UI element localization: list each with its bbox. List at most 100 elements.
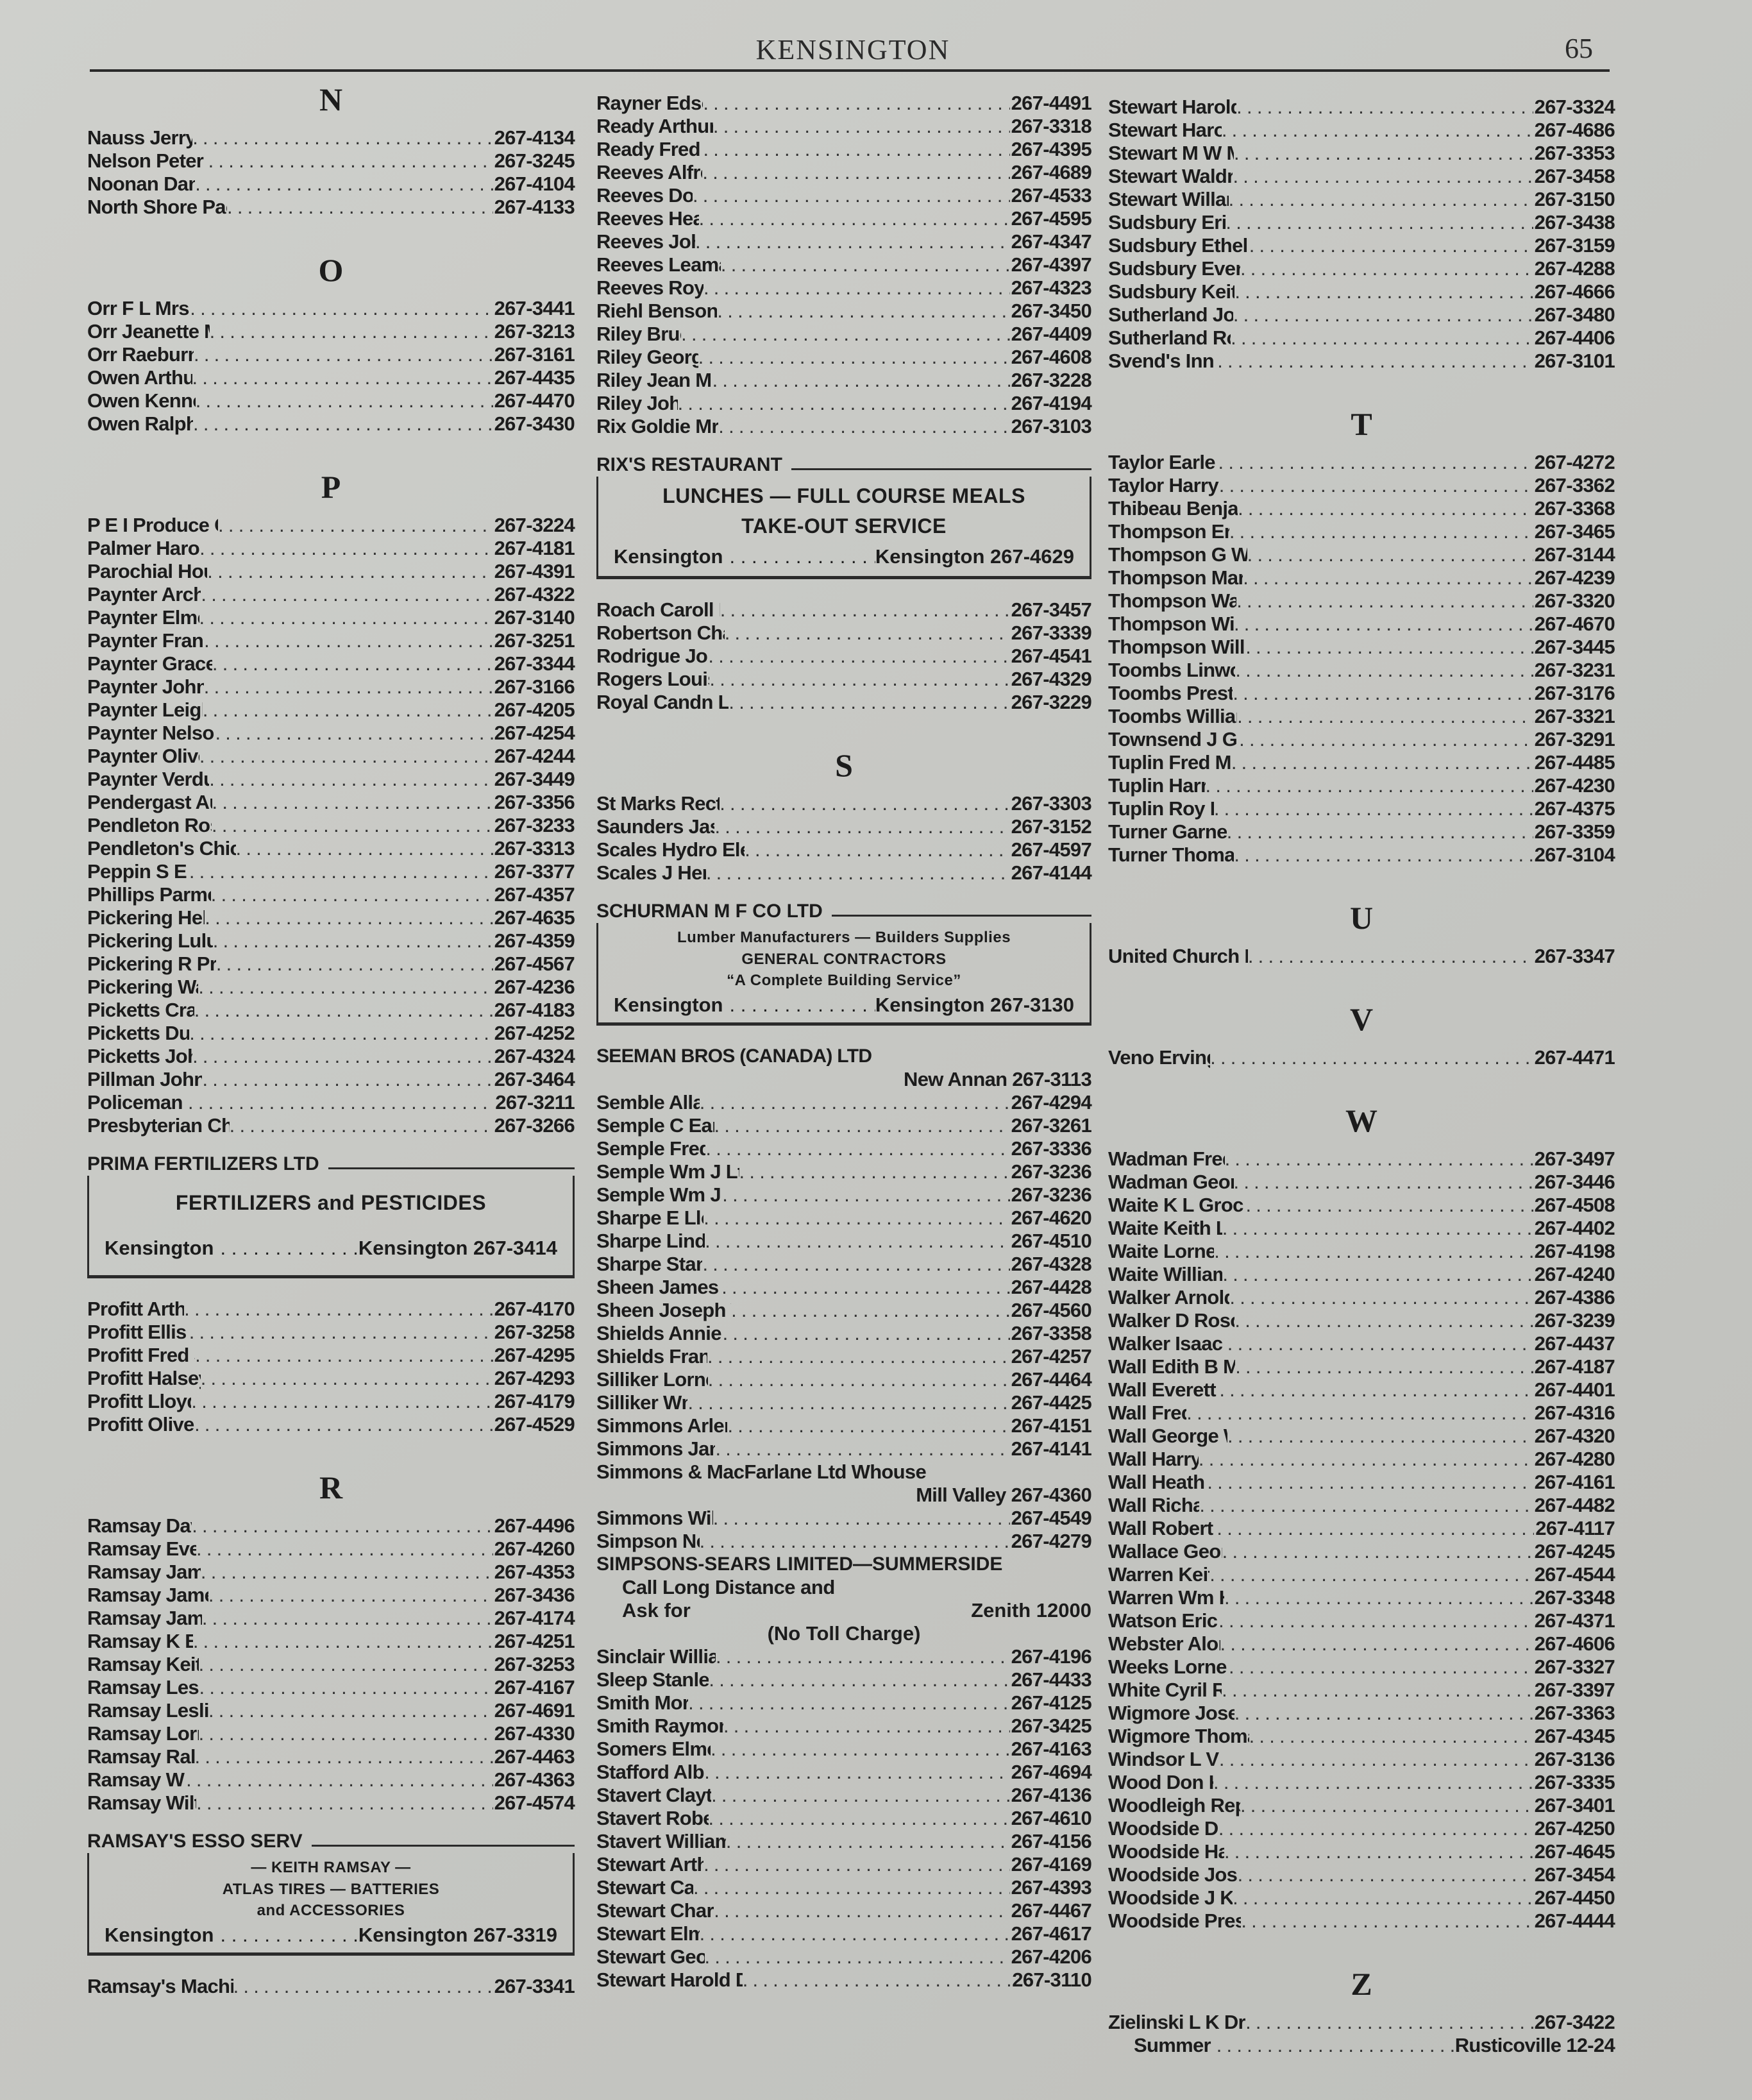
dot-leader xyxy=(703,1207,1009,1230)
listing-entry: Profitt Fred Spring Valley 267-4295 xyxy=(87,1344,575,1367)
dot-leader xyxy=(1226,211,1533,234)
dot-leader xyxy=(196,389,493,412)
dot-leader xyxy=(1236,589,1533,613)
dot-leader xyxy=(195,1344,493,1367)
listing-entry: Sudsbury Eric Kensington 267-3438 xyxy=(1108,211,1615,234)
listing-entry: Noonan Dan Indian River 267-4104 xyxy=(87,173,575,196)
listing-name: Profitt Oliver Kensington xyxy=(87,1413,194,1435)
listing-name: Owen Ralph Kensington xyxy=(87,412,194,435)
listing-phone: 267-4125 xyxy=(1011,1691,1092,1714)
listing-name: Thompson Willard S Margate xyxy=(1108,613,1234,635)
listing-phone: 267-4134 xyxy=(494,126,575,149)
listing-name: Robertson Charles Kensington xyxy=(596,622,725,644)
dot-leader xyxy=(1240,1794,1533,1817)
listing-name: Sheen Joseph W Mrs Kensington xyxy=(596,1299,731,1321)
dot-leader xyxy=(1199,1494,1533,1517)
listing-phone: 267-3245 xyxy=(494,149,575,172)
listing-entry: Thompson William R Kensington 267-3445 xyxy=(1108,636,1615,659)
listing-name: Paynter Oliver Kensington xyxy=(87,745,199,767)
listing-name: North Shore Packing Co Ltd Darnley xyxy=(87,196,227,218)
listing-name: Orr F L Mrs Kensington xyxy=(87,297,190,319)
listing-name: Pickering R Preston Kensington xyxy=(87,953,216,975)
ad-text-line: ATLAS TIRES — BATTERIES xyxy=(222,1880,440,1898)
listing-phone: 267-4236 xyxy=(494,976,575,998)
dot-leader xyxy=(201,1561,493,1584)
listing-entry: Thompson Walter Kensington 267-3320 xyxy=(1108,589,1615,613)
listing-phone: 267-3110 xyxy=(1012,1969,1091,1991)
listing-name: Toombs Preston Kensington xyxy=(1108,682,1233,704)
listing-name: Rogers Louis Indian River xyxy=(596,668,709,690)
listing-phone: 267-3497 xyxy=(1534,1147,1615,1170)
listing-entry: Stewart Waldron Kensington 267-3458 xyxy=(1108,165,1615,188)
dot-leader xyxy=(218,514,493,537)
listing-phone: 267-3449 xyxy=(494,768,575,790)
listing-phone: 267-3441 xyxy=(494,297,575,319)
listing-phone: 267-4471 xyxy=(1534,1046,1615,1069)
dot-leader xyxy=(718,415,1009,438)
dot-leader xyxy=(1225,1147,1533,1171)
dot-leader xyxy=(711,1784,1009,1807)
listing-entry: Ramsay Leslie C Hamilton 267-4167 xyxy=(87,1676,575,1699)
listing-phone: 267-3445 xyxy=(1534,636,1615,658)
listing-name: Sutherland John Kensington xyxy=(1108,303,1233,326)
listing-phone: 267-4196 xyxy=(1011,1645,1092,1668)
dot-leader xyxy=(745,838,1009,861)
listing-name: Sudsbury Ethel M Mrs Kensington xyxy=(1108,234,1249,257)
listing-name: Thompson Marshall Kensington xyxy=(1108,566,1243,589)
dot-leader xyxy=(709,1668,1009,1691)
dot-leader xyxy=(1235,659,1533,682)
listing-entry: Semple C Earle Kensington 267-3261 xyxy=(596,1114,1092,1137)
listing-phone: 267-3136 xyxy=(1534,1748,1615,1770)
ad-title-row: RAMSAY'S ESSO SERV xyxy=(87,1830,575,1853)
listing-name: Riley Jean Mrs Kensington xyxy=(596,369,712,391)
dot-leader xyxy=(1213,1771,1533,1794)
dot-leader xyxy=(1218,1817,1533,1840)
listing-entry: Simmons Arlene Mrs Burlington 267-4151 xyxy=(596,1414,1092,1437)
listing-phone: 267-3318 xyxy=(1011,115,1092,137)
dot-leader xyxy=(211,883,493,906)
dot-leader xyxy=(711,1738,1010,1761)
ad-footer-left: Kensington xyxy=(105,1237,214,1260)
dot-leader xyxy=(693,184,1010,207)
listing-name: Warren Keith Margate xyxy=(1108,1563,1209,1586)
listing-name: Ramsay Wilton Malpeque xyxy=(87,1791,196,1814)
listing-phone: 267-4463 xyxy=(494,1745,575,1768)
listing-entry: Ramsay K Earl Hamilton 267-4251 xyxy=(87,1630,575,1653)
page-header-title: KENSINGTON xyxy=(755,34,950,65)
ad-text-line: and ACCESSORIES xyxy=(257,1902,405,1920)
ad-text-line: GENERAL CONTRACTORS xyxy=(741,950,947,968)
listing-entry: Windsor L V Kensington 267-3136 xyxy=(1108,1748,1615,1771)
listing-entry: Walker Isaac C Kensington 267-4437 xyxy=(1108,1332,1615,1355)
listing-entry: Smith Morris Kelvin 267-4125 xyxy=(596,1691,1092,1715)
listing-entry: Semble Allan Clermont 267-4294 xyxy=(596,1091,1092,1114)
dot-leader xyxy=(703,1853,1010,1876)
dot-leader xyxy=(723,994,875,1017)
dot-leader xyxy=(1222,1679,1533,1702)
listing-phone: 267-4541 xyxy=(1011,645,1092,667)
listing-entry: Peppin S E Kensington 267-3377 xyxy=(87,860,575,883)
listing-entry: Simmons & MacFarlane Ltd Whouse Mill Vall… xyxy=(596,1461,1092,1507)
listing-phone: 267-3150 xyxy=(1534,188,1615,210)
listing-entry: Scales J Henry Freetown 267-4144 xyxy=(596,861,1092,885)
dot-leader xyxy=(192,1514,493,1537)
dot-leader xyxy=(214,1237,358,1260)
section-letter: P xyxy=(321,469,341,505)
listing-phone: 267-4280 xyxy=(1534,1448,1615,1470)
listing-name: Reeves Heath Norboro xyxy=(596,207,699,230)
listing-phone: 267-4371 xyxy=(1534,1609,1615,1632)
listing-name: Walker D Roscoe Kensington xyxy=(1108,1309,1234,1332)
dot-leader xyxy=(702,161,1009,184)
listing-entry: Stewart Arthur Sea View 267-4169 xyxy=(596,1853,1092,1876)
listing-entry: Thompson Willard S Margate 267-4670 xyxy=(1108,613,1615,636)
listing-entry: Walker Arnold Kelvin Grove 267-4386 xyxy=(1108,1286,1615,1309)
listing-phone: 267-4174 xyxy=(494,1607,575,1629)
dot-leader xyxy=(1234,280,1533,303)
notice-ask-value: Zenith 12000 xyxy=(971,1599,1091,1622)
dot-leader xyxy=(227,196,493,219)
listing-entry: Wall Everett Indian River 267-4401 xyxy=(1108,1378,1615,1401)
listing-entry: Wood Don Kensington 267-3335 xyxy=(1108,1771,1615,1794)
listing-name: Toombs Linwood Kensington xyxy=(1108,659,1235,681)
listing-phone: 267-4279 xyxy=(1011,1530,1092,1552)
listing-entry: Wall Richard Baltic 267-4482 xyxy=(1108,1494,1615,1517)
listing-entry: Nelson Peter Mrs Kensington 267-3245 xyxy=(87,149,575,173)
